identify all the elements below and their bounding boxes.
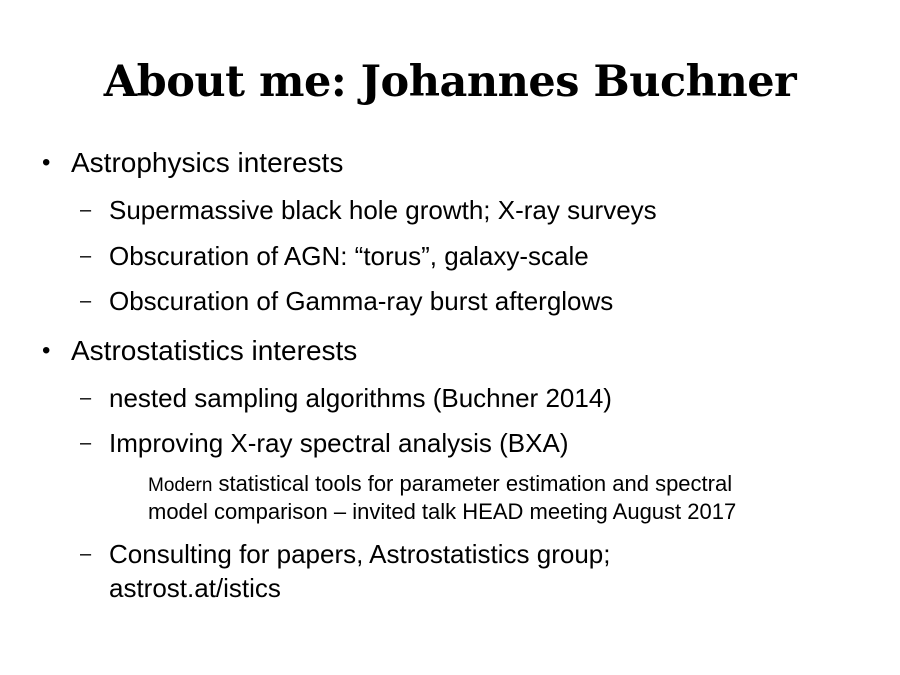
heading-astrophysics: Astrophysics interests xyxy=(71,147,344,178)
item-text: Supermassive black hole growth; X-ray su… xyxy=(109,195,657,225)
slide-title: About me: Johannes Buchner xyxy=(103,57,797,107)
item-text: Consulting for papers, Astrostatistics g… xyxy=(109,539,611,569)
heading-astrostatistics: Astrostatistics interests xyxy=(71,335,358,366)
sub-note-line1: statistical tools for parameter estimati… xyxy=(212,471,733,496)
item-text: Improving X-ray spectral analysis (BXA) xyxy=(109,428,569,458)
dash-marker: – xyxy=(80,432,92,454)
dash-marker: – xyxy=(80,245,92,267)
dash-marker: – xyxy=(80,387,92,409)
dash-marker: – xyxy=(80,543,92,565)
bullet-marker: • xyxy=(42,337,51,364)
dash-marker: – xyxy=(80,290,92,312)
item-text: Obscuration of AGN: “torus”, galaxy-scal… xyxy=(109,241,589,271)
dash-marker: – xyxy=(80,199,92,221)
item-text: Obscuration of Gamma-ray burst afterglow… xyxy=(109,286,614,316)
item-text: astrost.at/istics xyxy=(109,573,281,603)
bullet-marker: • xyxy=(42,149,51,176)
sub-note-first-word: Modern xyxy=(148,475,213,496)
item-text: nested sampling algorithms (Buchner 2014… xyxy=(109,383,612,413)
sub-note-line2: model comparison – invited talk HEAD mee… xyxy=(148,499,737,524)
